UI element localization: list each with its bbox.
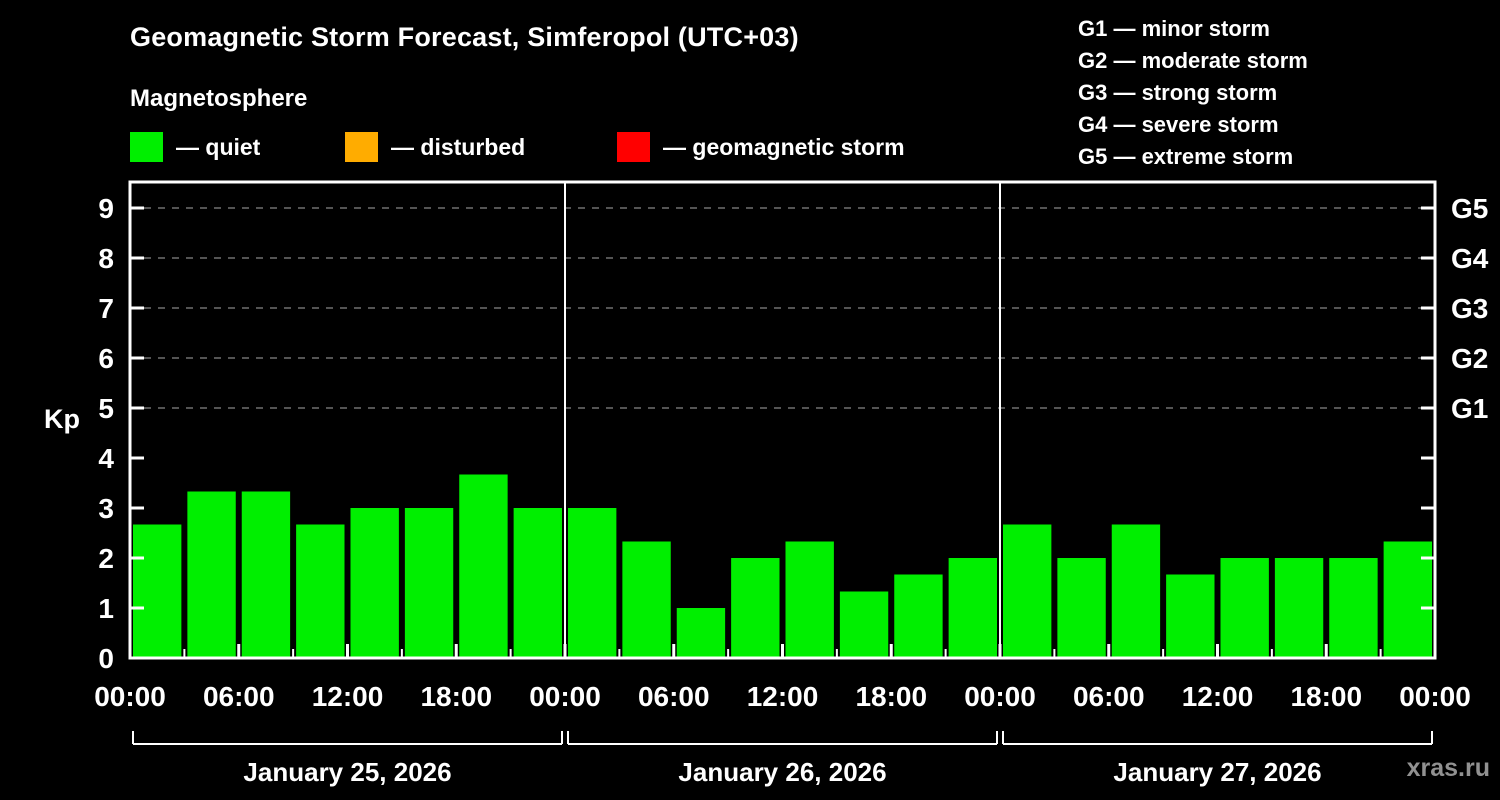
kp-bar bbox=[133, 524, 182, 658]
disturbed-swatch bbox=[345, 132, 378, 162]
x-tick-label: 00:00 bbox=[1399, 681, 1471, 712]
kp-bar bbox=[1274, 558, 1324, 658]
g-legend-item-g2: G2 — moderate storm bbox=[1078, 48, 1308, 73]
kp-bar bbox=[296, 524, 345, 658]
g-level-label-g5: G5 bbox=[1451, 193, 1488, 224]
x-tick-label: 00:00 bbox=[529, 681, 601, 712]
kp-bar bbox=[404, 508, 454, 658]
x-tick-label: 00:00 bbox=[964, 681, 1036, 712]
g-level-label-g3: G3 bbox=[1451, 293, 1488, 324]
day-date-label: January 27, 2026 bbox=[1113, 757, 1321, 787]
y-tick-label: 2 bbox=[98, 543, 114, 574]
kp-bar bbox=[1003, 524, 1052, 658]
y-tick-label: 4 bbox=[98, 443, 114, 474]
legend-item-storm: — geomagnetic storm bbox=[617, 132, 905, 162]
storm-swatch bbox=[617, 132, 650, 162]
x-tick-label: 12:00 bbox=[312, 681, 384, 712]
legend-item-disturbed: — disturbed bbox=[345, 132, 525, 162]
y-tick-label: 6 bbox=[98, 343, 114, 374]
g-level-label-g1: G1 bbox=[1451, 393, 1488, 424]
y-tick-label: 1 bbox=[98, 593, 114, 624]
x-tick-label: 12:00 bbox=[1182, 681, 1254, 712]
g-level-label-g4: G4 bbox=[1451, 243, 1489, 274]
kp-bar bbox=[785, 541, 834, 658]
x-tick-label: 18:00 bbox=[1290, 681, 1362, 712]
page-title: Geomagnetic Storm Forecast, Simferopol (… bbox=[130, 22, 799, 52]
kp-bar bbox=[948, 558, 997, 658]
legend-label-storm: — geomagnetic storm bbox=[663, 133, 905, 160]
kp-bar bbox=[1383, 541, 1432, 658]
legend-label-quiet: — quiet bbox=[176, 133, 261, 160]
x-tick-label: 06:00 bbox=[203, 681, 275, 712]
kp-bar bbox=[1166, 574, 1215, 658]
x-tick-label: 06:00 bbox=[638, 681, 710, 712]
kp-bar bbox=[839, 591, 889, 658]
y-tick-label: 0 bbox=[98, 643, 114, 674]
kp-bar bbox=[459, 474, 508, 658]
g-legend-item-g1: G1 — minor storm bbox=[1078, 16, 1270, 41]
quiet-swatch bbox=[130, 132, 163, 162]
g-legend-item-g5: G5 — extreme storm bbox=[1078, 144, 1294, 169]
g-legend-item-g4: G4 — severe storm bbox=[1078, 112, 1279, 137]
y-tick-label: 5 bbox=[98, 393, 114, 424]
subtitle-magnetosphere: Magnetosphere bbox=[130, 85, 308, 112]
g-legend-item-g3: G3 — strong storm bbox=[1078, 80, 1278, 105]
x-tick-label: 18:00 bbox=[420, 681, 492, 712]
kp-bar bbox=[568, 508, 617, 658]
y-axis-title: Kp bbox=[44, 404, 80, 434]
kp-bar bbox=[187, 491, 236, 658]
y-tick-label: 9 bbox=[98, 193, 114, 224]
legend-label-disturbed: — disturbed bbox=[391, 133, 526, 160]
x-tick-label: 12:00 bbox=[747, 681, 819, 712]
day-date-label: January 26, 2026 bbox=[678, 757, 886, 787]
g-level-label-g2: G2 bbox=[1451, 343, 1488, 374]
y-tick-label: 8 bbox=[98, 243, 114, 274]
kp-bar bbox=[1111, 524, 1161, 658]
legend-item-quiet: — quiet bbox=[130, 132, 260, 162]
y-tick-label: 3 bbox=[98, 493, 114, 524]
kp-bar bbox=[513, 508, 562, 658]
day-date-label: January 25, 2026 bbox=[243, 757, 451, 787]
kp-bar bbox=[241, 491, 291, 658]
kp-bar bbox=[676, 608, 726, 658]
watermark: xras.ru bbox=[1406, 754, 1490, 782]
kp-bar bbox=[622, 541, 671, 658]
kp-bar bbox=[350, 508, 399, 658]
g-scale-legend: G1 — minor storm G2 — moderate storm G3 — … bbox=[1078, 13, 1308, 173]
kp-bar bbox=[731, 558, 780, 658]
y-tick-label: 7 bbox=[98, 293, 114, 324]
x-tick-label: 18:00 bbox=[855, 681, 927, 712]
kp-bar bbox=[1220, 558, 1269, 658]
x-tick-label: 00:00 bbox=[94, 681, 166, 712]
kp-bar bbox=[894, 574, 943, 658]
kp-bar bbox=[1329, 558, 1378, 658]
kp-bar bbox=[1057, 558, 1106, 658]
x-tick-label: 06:00 bbox=[1073, 681, 1145, 712]
